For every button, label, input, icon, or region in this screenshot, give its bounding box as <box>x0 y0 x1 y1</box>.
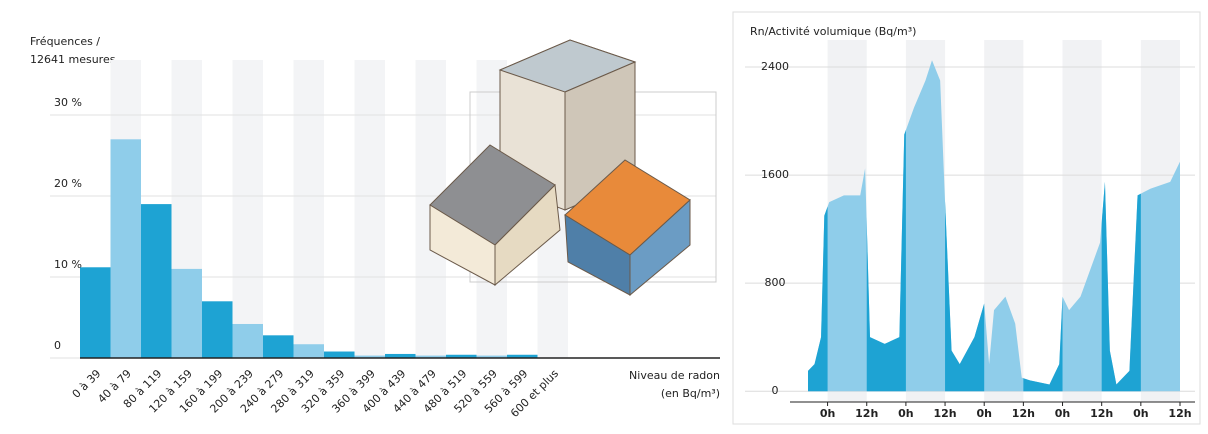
chart-title: Rn/Activité volumique (Bq/m³) <box>750 25 916 38</box>
bar <box>476 355 507 358</box>
panel-frame <box>732 11 1201 425</box>
x-tick-label: 12h <box>1012 407 1035 420</box>
bar <box>110 139 141 358</box>
building-illustration <box>429 39 717 297</box>
column-stripe <box>354 60 385 358</box>
house2-side <box>629 198 691 297</box>
house-side <box>494 183 561 287</box>
y-tick-label: 1600 <box>761 168 789 181</box>
chart-title: 12641 mesures <box>30 53 116 66</box>
x-axis-label: (en Bq/m³) <box>661 387 720 400</box>
x-tick-label: 0h <box>976 407 992 420</box>
x-tick-label: 12h <box>933 407 956 420</box>
y-tick-label: 10 % <box>54 258 82 271</box>
column-stripe <box>232 60 263 358</box>
x-tick-label: 12h <box>1090 407 1113 420</box>
bar <box>324 351 355 358</box>
y-tick-label: 20 % <box>54 177 82 190</box>
y-tick-label: 0 <box>54 339 61 352</box>
bar <box>415 355 446 358</box>
bar <box>202 301 233 358</box>
bar <box>446 354 477 358</box>
x-tick-label: 12h <box>1168 407 1191 420</box>
bar <box>354 355 385 358</box>
bar <box>80 267 111 358</box>
bar <box>385 353 416 358</box>
x-tick-label: 0h <box>820 407 836 420</box>
x-tick-label: 0h <box>1133 407 1149 420</box>
bar <box>263 335 294 358</box>
y-tick-label: 800 <box>765 276 786 289</box>
y-tick-label: 2400 <box>761 60 789 73</box>
bar <box>141 204 172 358</box>
x-axis-label: Niveau de radon <box>629 369 720 382</box>
x-tick-label: 0h <box>898 407 914 420</box>
bar <box>171 268 202 358</box>
y-tick-label: 30 % <box>54 96 82 109</box>
y-tick-label: 0 <box>772 384 779 397</box>
x-tick-label: 0h <box>1055 407 1071 420</box>
column-stripe <box>293 60 324 358</box>
bar <box>232 323 263 358</box>
x-tick-label: 12h <box>855 407 878 420</box>
area-chart: Rn/Activité volumique (Bq/m³) 0 800 1600 240… <box>745 25 1195 420</box>
bar <box>507 354 538 358</box>
chart-title: Fréquences / <box>30 35 100 48</box>
bar <box>293 344 324 358</box>
